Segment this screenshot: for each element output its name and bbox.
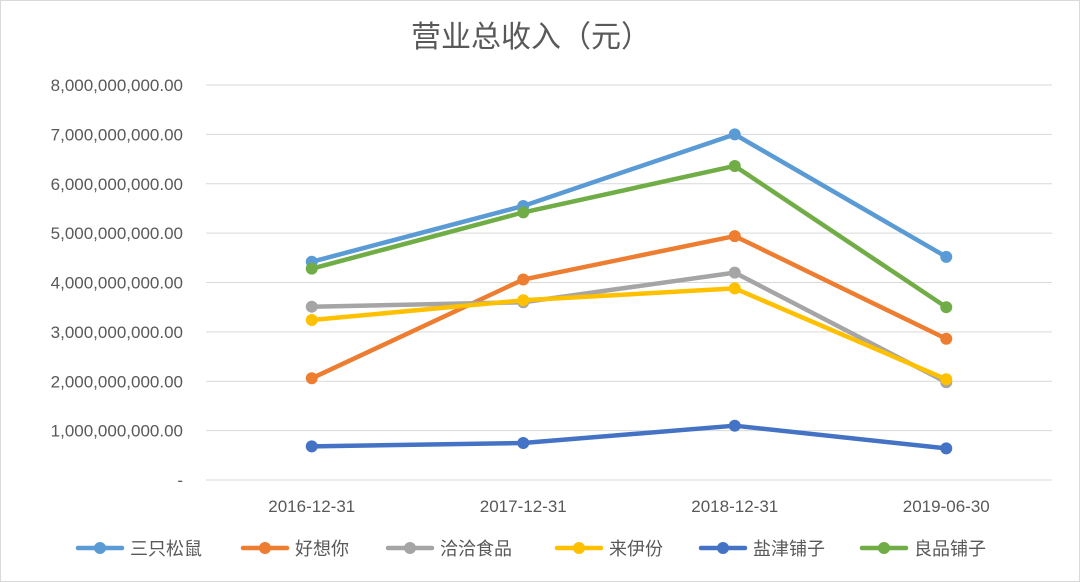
- x-tick-label: 2019-06-30: [903, 497, 990, 516]
- data-point: [305, 372, 318, 385]
- x-tick-label: 2017-12-31: [480, 497, 567, 516]
- data-point: [728, 230, 741, 243]
- legend-swatch-marker: [94, 542, 106, 554]
- data-point: [728, 128, 741, 141]
- series-5: [305, 159, 953, 314]
- legend-swatch-marker: [717, 542, 729, 554]
- data-point: [728, 266, 741, 279]
- legend-swatch-marker: [404, 542, 416, 554]
- legend-item: 三只松鼠: [75, 539, 202, 560]
- data-point: [305, 440, 318, 453]
- series-line: [309, 270, 949, 385]
- data-point: [940, 250, 953, 263]
- y-tick-label: 1,000,000,000.00: [51, 422, 183, 441]
- data-point: [517, 436, 530, 449]
- data-point: [940, 373, 953, 386]
- y-tick-label: 2,000,000,000.00: [51, 372, 183, 391]
- x-tick-label: 2018-12-31: [691, 497, 778, 516]
- data-point: [517, 273, 530, 286]
- legend-label: 洽洽食品: [440, 539, 512, 560]
- legend-item: 好想你: [240, 539, 349, 560]
- series-1: [305, 230, 953, 385]
- data-point: [305, 314, 318, 327]
- y-axis-tick-labels: - 1,000,000,000.00 2,000,000,000.00 3,000,0…: [51, 76, 183, 490]
- data-point: [728, 282, 741, 295]
- data-point: [728, 419, 741, 432]
- legend-label: 三只松鼠: [130, 539, 202, 560]
- data-point: [940, 332, 953, 345]
- series-line: [309, 423, 949, 451]
- legend-label: 好想你: [295, 539, 349, 560]
- legend-label: 来伊份: [609, 539, 663, 560]
- legend: 三只松鼠 好想你 洽洽食品 来伊份 盐津铺子 良品铺子: [75, 539, 986, 560]
- series-4: [305, 419, 953, 455]
- y-tick-label: 8,000,000,000.00: [51, 76, 183, 95]
- data-point: [728, 159, 741, 172]
- y-tick-label: 3,000,000,000.00: [51, 323, 183, 342]
- data-point: [940, 442, 953, 455]
- series-line: [309, 286, 949, 382]
- y-tick-label: 5,000,000,000.00: [51, 224, 183, 243]
- series-line: [309, 163, 949, 310]
- legend-item: 盐津铺子: [698, 539, 825, 560]
- data-point: [940, 301, 953, 314]
- data-point: [305, 300, 318, 313]
- legend-swatch-marker: [259, 542, 271, 554]
- legend-label: 良品铺子: [914, 539, 986, 560]
- legend-swatch-marker: [573, 542, 585, 554]
- gridlines: [206, 84, 1052, 481]
- series-line: [309, 233, 949, 381]
- series-lines: [305, 128, 953, 455]
- legend-item: 来伊份: [554, 539, 663, 560]
- y-tick-label: -: [177, 471, 183, 490]
- y-tick-label: 6,000,000,000.00: [51, 175, 183, 194]
- data-point: [517, 206, 530, 219]
- x-axis-tick-labels: 2016-12-31 2017-12-31 2018-12-31 2019-06-30: [268, 497, 989, 516]
- y-tick-label: 4,000,000,000.00: [51, 274, 183, 293]
- legend-label: 盐津铺子: [753, 539, 825, 560]
- series-3: [305, 282, 953, 386]
- legend-item: 洽洽食品: [385, 539, 512, 560]
- series-line: [309, 132, 949, 265]
- data-point: [305, 262, 318, 275]
- legend-item: 良品铺子: [859, 539, 986, 560]
- series-2: [305, 266, 953, 389]
- legend-swatch-marker: [878, 542, 890, 554]
- y-tick-label: 7,000,000,000.00: [51, 125, 183, 144]
- data-point: [517, 294, 530, 307]
- x-tick-label: 2016-12-31: [268, 497, 355, 516]
- chart-title: 营业总收入（元）: [411, 20, 651, 55]
